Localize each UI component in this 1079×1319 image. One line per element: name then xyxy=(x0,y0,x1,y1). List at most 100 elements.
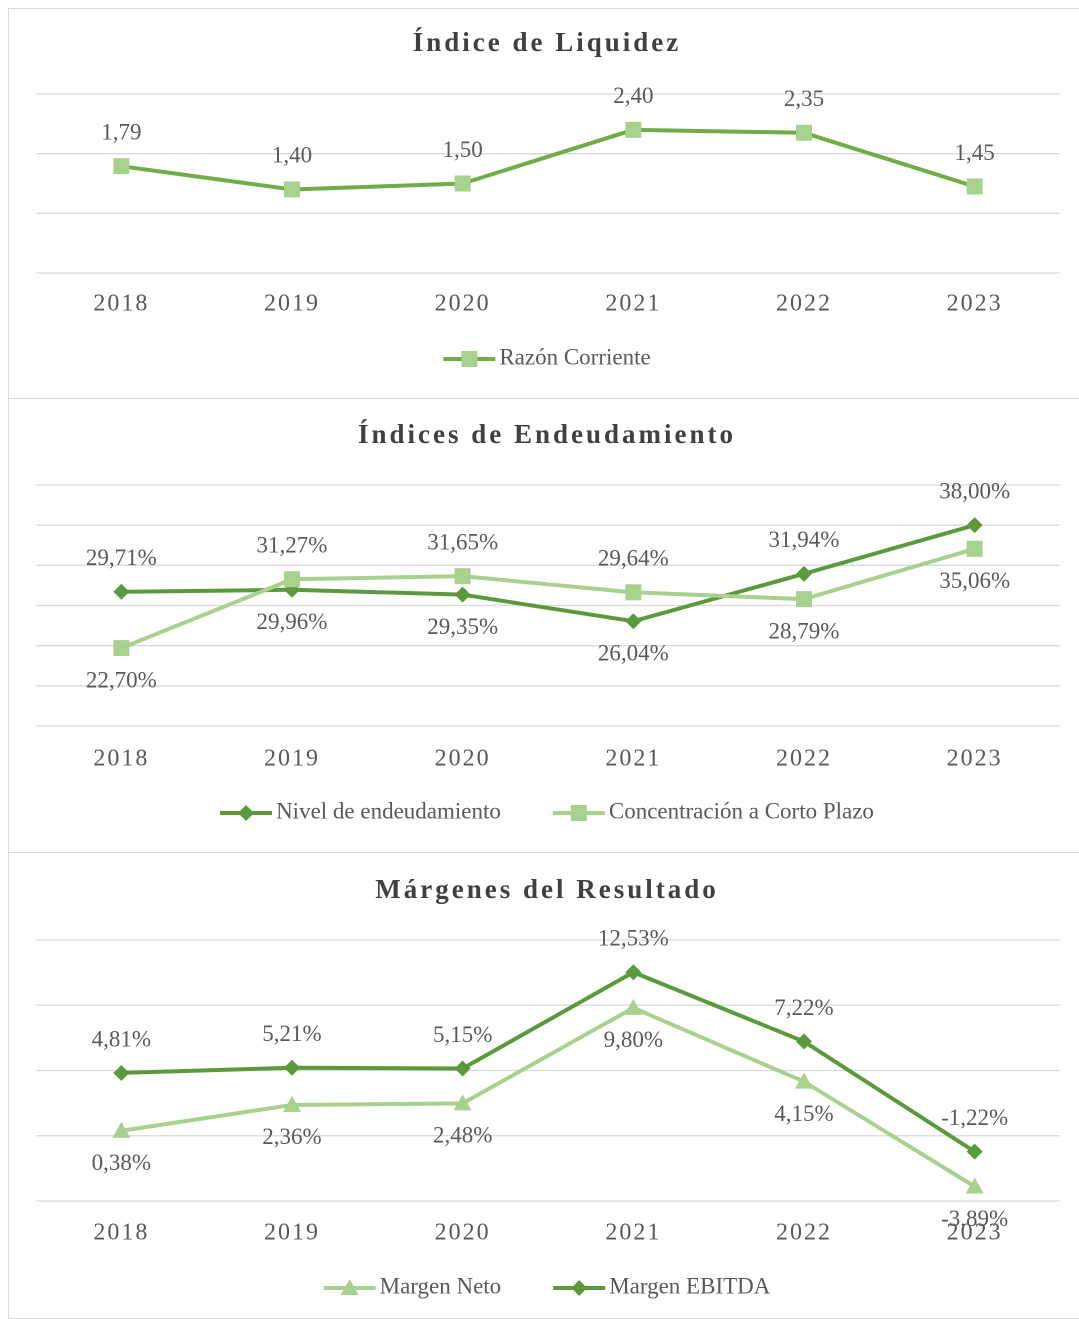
marker xyxy=(453,1094,472,1111)
data-label: 7,22% xyxy=(774,995,833,1020)
marker xyxy=(966,1143,983,1160)
series-line xyxy=(121,127,976,192)
marker xyxy=(625,613,642,630)
data-label: 35,06% xyxy=(939,568,1010,593)
data-label: 31,65% xyxy=(427,529,498,554)
legend-label: Nivel de endeudamiento xyxy=(276,798,501,823)
marker xyxy=(796,565,812,582)
x-tick-label: 2023 xyxy=(947,1220,1003,1246)
marker xyxy=(284,571,300,588)
marker xyxy=(796,591,812,608)
marker xyxy=(965,1177,984,1194)
data-label: 2,40 xyxy=(613,83,653,108)
data-label: 29,71% xyxy=(86,545,157,570)
data-label: 9,80% xyxy=(604,1027,663,1052)
series-line xyxy=(120,546,976,650)
marker xyxy=(284,1059,300,1076)
x-tick-label: 2020 xyxy=(435,291,491,317)
x-tick-label: 2021 xyxy=(605,291,661,317)
marker xyxy=(454,175,471,192)
x-tick-label: 2019 xyxy=(264,291,320,317)
marker xyxy=(113,640,130,657)
marker xyxy=(283,1095,301,1112)
marker xyxy=(112,1121,131,1138)
marker xyxy=(461,351,478,367)
panel xyxy=(8,398,1079,853)
marker xyxy=(625,121,642,138)
data-label: 1,50 xyxy=(443,137,483,162)
marker xyxy=(113,1064,130,1081)
legend-label: Margen Neto xyxy=(380,1273,502,1298)
series-line xyxy=(121,523,976,624)
legend-label: Concentración a Corto Plazo xyxy=(609,798,874,823)
marker xyxy=(454,568,471,585)
data-label: 4,81% xyxy=(92,1026,151,1051)
x-tick-label: 2020 xyxy=(435,746,491,772)
marker xyxy=(966,178,983,195)
chart-title: Índices de Endeudamiento xyxy=(358,419,736,449)
x-tick-label: 2021 xyxy=(605,746,661,772)
chart-title: Márgenes del Resultado xyxy=(375,874,718,904)
data-label: 31,27% xyxy=(257,533,328,558)
panel xyxy=(8,852,1079,1319)
marker xyxy=(238,805,255,821)
x-tick-label: 2021 xyxy=(605,1220,661,1246)
series-line xyxy=(121,970,976,1154)
data-label: 2,48% xyxy=(433,1123,492,1148)
marker xyxy=(454,1060,471,1077)
legend-label: Razón Corriente xyxy=(499,344,650,369)
x-tick-label: 2018 xyxy=(93,1220,149,1246)
legend: Nivel de endeudamiento Concentración a Co… xyxy=(220,798,874,823)
x-tick-label: 2023 xyxy=(947,746,1003,772)
marker xyxy=(796,124,812,141)
data-label: 22,70% xyxy=(86,667,157,692)
data-label: 29,96% xyxy=(257,609,328,634)
marker xyxy=(570,805,587,821)
data-label: 38,00% xyxy=(939,478,1010,503)
legend-label: Margen EBITDA xyxy=(609,1273,771,1298)
series-line xyxy=(121,1005,976,1189)
marker xyxy=(625,584,642,601)
data-label: -3,89% xyxy=(941,1206,1008,1231)
x-tick-label: 2023 xyxy=(947,291,1003,317)
data-label: 1,40 xyxy=(272,143,312,168)
data-label: 31,94% xyxy=(769,527,840,552)
legend: Razón Corriente xyxy=(443,344,651,369)
marker xyxy=(795,1072,813,1089)
data-label: 26,04% xyxy=(598,641,669,666)
panel xyxy=(8,8,1079,399)
x-tick-label: 2018 xyxy=(93,746,149,772)
chart-title: Índice de Liquidez xyxy=(413,27,682,57)
data-label: 5,15% xyxy=(433,1022,492,1047)
x-tick-label: 2022 xyxy=(776,1220,832,1246)
x-tick-label: 2019 xyxy=(264,1220,320,1246)
data-label: 2,36% xyxy=(262,1124,321,1149)
data-label: 28,79% xyxy=(769,618,840,643)
data-label: 29,64% xyxy=(598,546,669,571)
data-label: 2,35 xyxy=(784,86,824,111)
marker xyxy=(571,1280,588,1296)
marker xyxy=(624,998,643,1015)
marker xyxy=(966,517,983,534)
x-tick-label: 2018 xyxy=(93,291,149,317)
data-label: 4,15% xyxy=(774,1101,833,1126)
data-label: 29,35% xyxy=(427,614,498,639)
marker xyxy=(454,586,471,603)
x-tick-label: 2020 xyxy=(435,1220,491,1246)
marker xyxy=(340,1279,359,1295)
data-label: 12,53% xyxy=(598,926,669,951)
data-label: -1,22% xyxy=(941,1105,1008,1130)
data-label: 0,38% xyxy=(92,1150,151,1175)
marker xyxy=(966,540,983,557)
x-tick-label: 2019 xyxy=(264,746,320,772)
legend: Margen Neto Margen EBITDA xyxy=(323,1273,771,1298)
marker xyxy=(625,964,642,981)
marker xyxy=(284,181,300,198)
x-tick-label: 2022 xyxy=(776,746,832,772)
x-tick-label: 2022 xyxy=(776,291,832,317)
marker xyxy=(113,158,130,175)
data-label: 1,45 xyxy=(955,140,995,165)
marker xyxy=(796,1033,812,1050)
marker xyxy=(113,583,130,600)
